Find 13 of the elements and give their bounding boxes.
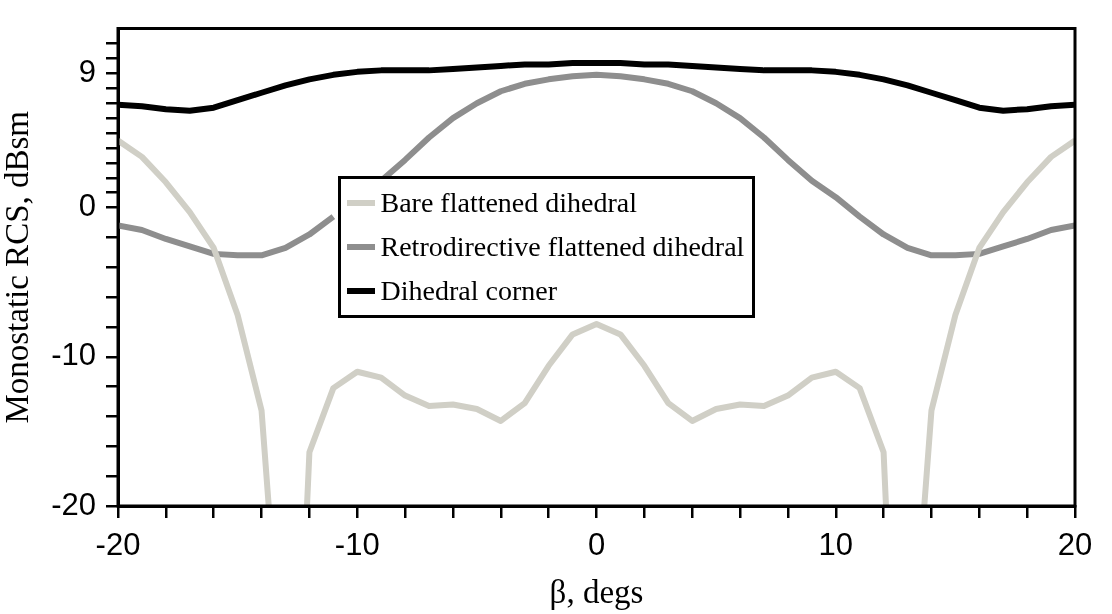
x-tick-label: -10 [334,527,380,563]
legend-label: Dihedral corner [380,274,557,309]
x-axis-title: β, degs [549,573,644,610]
y-tick-label: -10 [51,337,96,373]
x-tick-label: 20 [1057,527,1093,563]
x-tick-label: 10 [818,527,853,563]
y-tick-label: -20 [51,486,96,522]
y-tick-label: 0 [78,188,96,224]
legend-label: Bare flattened dihedral [380,186,638,221]
y-axis-title: Monostatic RCS, dBsm [0,110,36,424]
legend-label: Retrodirective flattened dihedral [380,230,745,265]
y-tick-label: 9 [78,53,96,89]
x-tick-label: 0 [587,527,606,563]
